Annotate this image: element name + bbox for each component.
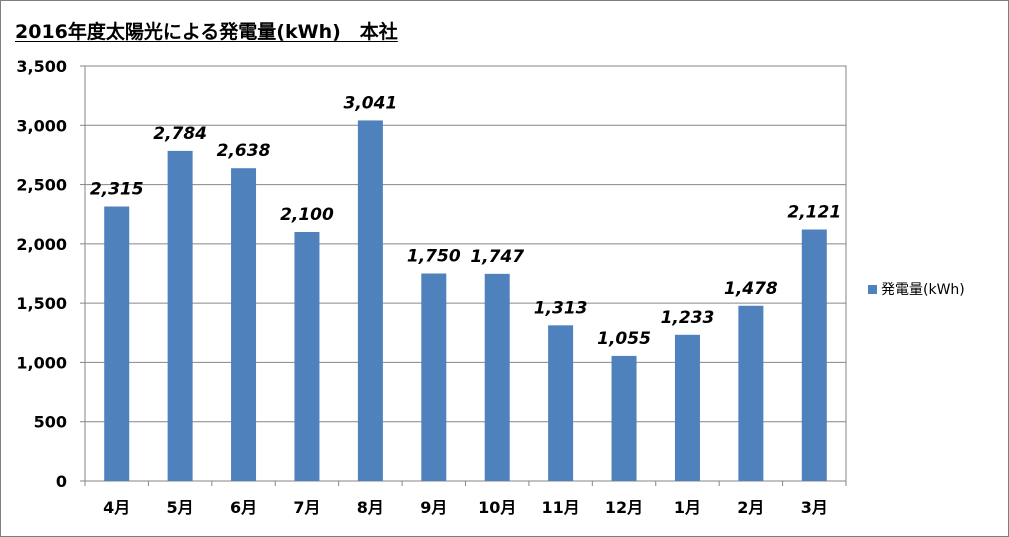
bar xyxy=(231,168,257,482)
bar xyxy=(674,334,700,481)
x-tick-label: 9月 xyxy=(420,498,447,517)
bar xyxy=(421,273,447,481)
x-tick-label: 4月 xyxy=(103,498,130,517)
data-label: 3,041 xyxy=(343,93,397,113)
data-label: 1,055 xyxy=(597,329,651,349)
data-label: 2,100 xyxy=(280,205,334,225)
bar xyxy=(357,120,383,481)
data-label: 1,313 xyxy=(534,298,588,318)
x-tick-label: 11月 xyxy=(541,498,579,517)
x-tick-label: 3月 xyxy=(801,498,828,517)
data-label: 2,638 xyxy=(217,141,271,161)
x-tick-label: 8月 xyxy=(357,498,384,517)
y-tick-label: 1,500 xyxy=(16,294,67,313)
bar xyxy=(611,355,637,481)
y-tick-label: 2,500 xyxy=(16,176,67,195)
data-label: 2,784 xyxy=(153,124,207,144)
bar xyxy=(801,229,827,481)
bar xyxy=(167,150,193,481)
x-tick-label: 1月 xyxy=(674,498,701,517)
x-tick-label: 7月 xyxy=(293,498,320,517)
y-tick-label: 2,000 xyxy=(16,235,67,254)
bar xyxy=(104,206,130,481)
legend-swatch xyxy=(868,284,877,294)
data-label: 2,315 xyxy=(90,180,144,200)
data-label: 2,121 xyxy=(787,203,841,223)
legend: 発電量(kWh) xyxy=(868,279,965,299)
y-tick-label: 1,000 xyxy=(16,353,67,372)
y-tick-label: 500 xyxy=(34,413,67,432)
x-tick-label: 5月 xyxy=(167,498,194,517)
bar xyxy=(548,325,574,481)
legend-label: 発電量(kWh) xyxy=(881,282,965,298)
y-tick-label: 3,500 xyxy=(16,57,67,76)
x-tick-label: 6月 xyxy=(230,498,257,517)
bar xyxy=(738,305,764,481)
x-tick-label: 2月 xyxy=(737,498,764,517)
data-label: 1,233 xyxy=(661,308,715,328)
chart-title: 2016年度太陽光による発電量(kWh) 本社 xyxy=(15,21,398,43)
y-tick-label: 0 xyxy=(56,472,67,491)
data-label: 1,747 xyxy=(470,247,524,267)
data-label: 1,750 xyxy=(407,247,461,267)
y-tick-label: 3,000 xyxy=(16,116,67,135)
bar xyxy=(294,232,320,481)
data-label: 1,478 xyxy=(724,279,778,299)
x-tick-label: 12月 xyxy=(605,498,643,517)
x-tick-label: 10月 xyxy=(478,498,516,517)
bar xyxy=(484,273,510,481)
